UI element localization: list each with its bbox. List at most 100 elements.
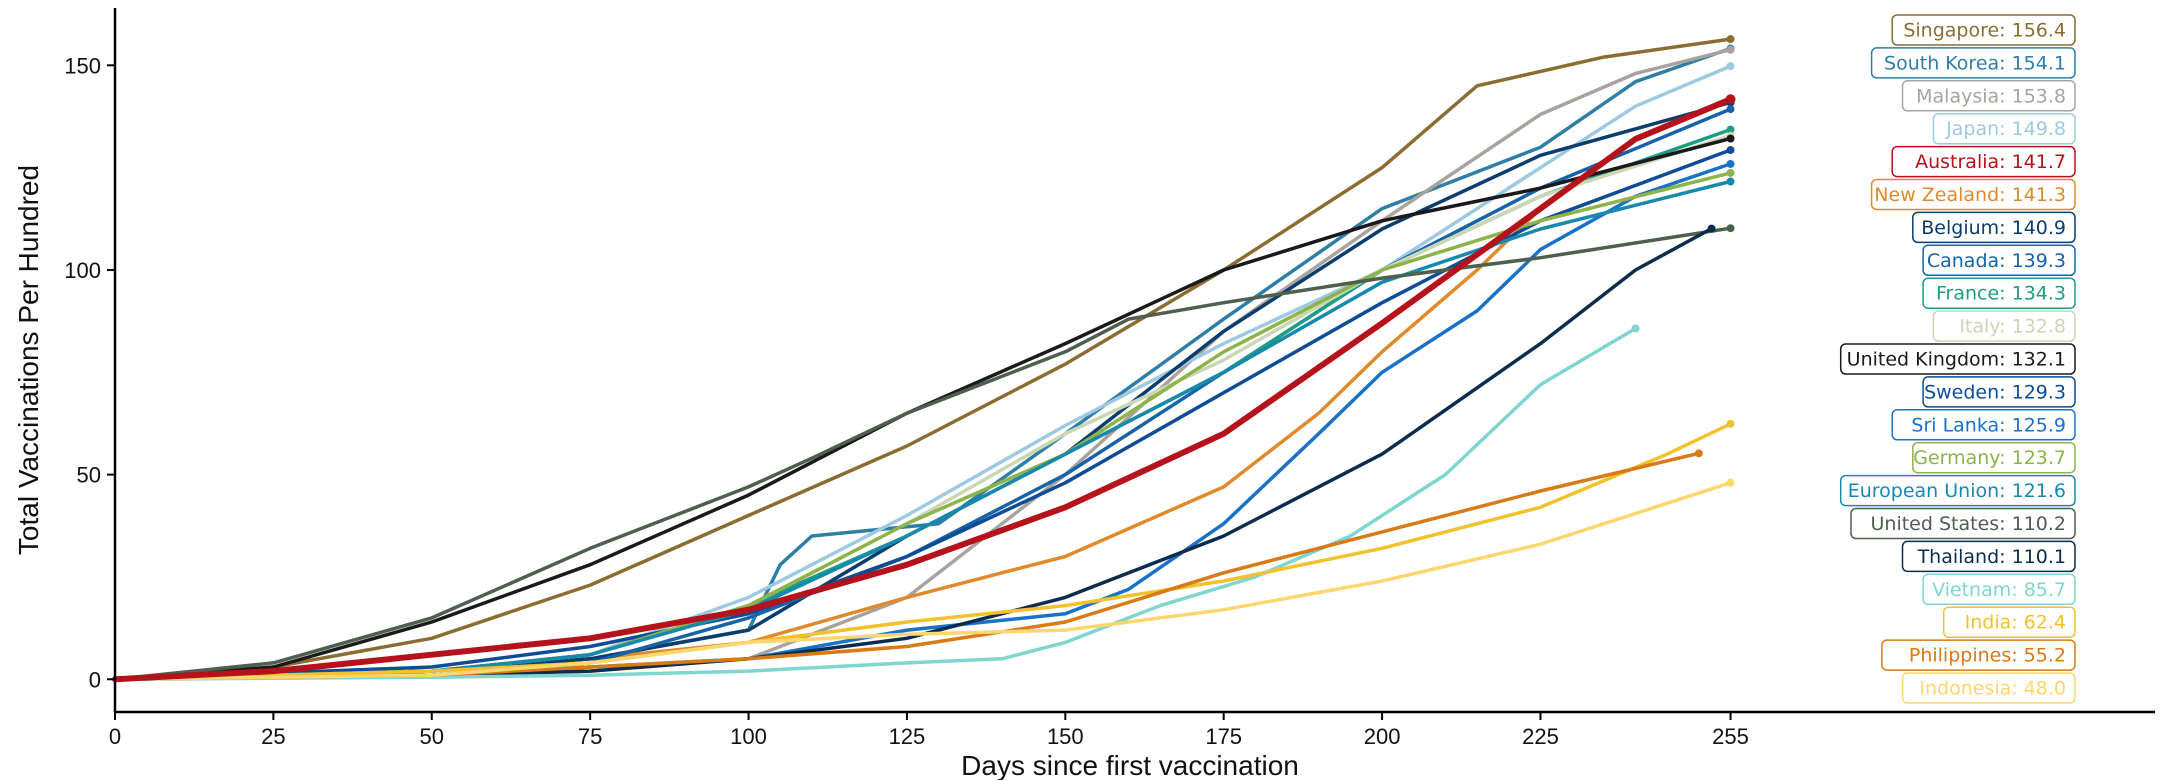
legend-label: Belgium: 140.9 [1921, 217, 2066, 239]
series-end-marker [1707, 224, 1716, 233]
legend-item-south-korea: South Korea: 154.1 [1870, 47, 2076, 79]
legend-label: Vietnam: 85.7 [1932, 579, 2066, 601]
legend-box [1891, 14, 2076, 46]
series-end-marker [1631, 324, 1640, 333]
legend-label: Italy: 132.8 [1959, 316, 2066, 338]
legend-item-belgium: Belgium: 140.9 [1912, 211, 2076, 244]
legend-item-indonesia: Indonesia: 48.0 [1901, 672, 2076, 704]
series-end-marker [1726, 35, 1735, 44]
legend-label: Germany: 123.7 [1913, 447, 2066, 469]
series-end-marker [1726, 105, 1735, 114]
series-line-sweden [113, 148, 1733, 682]
legend: Singapore: 156.4 South Korea: 154.1 Malays… [1839, 14, 2076, 704]
legend-item-philippines: Philippines: 55.2 [1881, 639, 2076, 671]
legend-box [1839, 474, 2076, 507]
legend-label: Philippines: 55.2 [1909, 645, 2066, 667]
x-tick-label: 0 [109, 724, 121, 749]
legend-box [1922, 277, 2076, 309]
series-end-marker [1726, 478, 1735, 487]
x-tick-label: 255 [1712, 724, 1749, 749]
series-line-indonesia [113, 481, 1733, 682]
legend-item-canada: Canada: 139.3 [1922, 244, 2076, 277]
legend-item-singapore: Singapore: 156.4 [1891, 14, 2076, 46]
legend-box [1912, 441, 2076, 474]
series-line-australia [112, 96, 1734, 683]
legend-box [1912, 211, 2076, 244]
series-line-european-union [113, 179, 1733, 682]
legend-box [1870, 47, 2076, 79]
legend-item-germany: Germany: 123.7 [1912, 441, 2076, 474]
legend-item-australia: Australia: 141.7 [1891, 145, 2076, 178]
x-tick-label: 125 [889, 724, 926, 749]
legend-box [1922, 244, 2076, 277]
y-tick-label: 150 [64, 53, 101, 78]
legend-label: United States: 110.2 [1871, 513, 2067, 535]
legend-box [1922, 573, 2076, 606]
series-end-marker [1725, 94, 1736, 105]
legend-item-sweden: Sweden: 129.3 [1922, 376, 2076, 408]
x-tick-label: 175 [1205, 724, 1242, 749]
legend-label: Australia: 141.7 [1915, 151, 2066, 173]
x-axis: 0 25 50 75 100 125 150 175 200 225 255 [109, 710, 2155, 749]
legend-label: European Union: 121.6 [1848, 480, 2066, 502]
legend-label: India: 62.4 [1965, 612, 2066, 634]
legend-item-thailand: Thailand: 110.1 [1901, 540, 2076, 573]
series-line-india [113, 422, 1733, 682]
legend-label: South Korea: 154.1 [1884, 52, 2066, 74]
legend-box [1850, 507, 2076, 540]
series-line-new-zealand [113, 99, 1733, 682]
y-axis: 0 50 100 150 [64, 8, 117, 712]
x-axis-title: Days since first vaccination [961, 750, 1299, 780]
legend-box [1901, 672, 2076, 704]
legend-label: Thailand: 110.1 [1917, 546, 2066, 568]
x-tick-label: 150 [1047, 724, 1084, 749]
series-line-singapore [113, 37, 1733, 682]
series-end-markers [1631, 35, 1736, 487]
series-end-marker [1726, 419, 1735, 428]
y-tick-label: 0 [89, 667, 101, 692]
series-end-marker [1726, 134, 1735, 143]
legend-item-india: India: 62.4 [1942, 606, 2076, 638]
legend-box [1891, 409, 2076, 441]
legend-box [1932, 310, 2076, 342]
legend-label: Indonesia: 48.0 [1919, 678, 2066, 700]
legend-box [1932, 112, 2076, 145]
series-end-marker [1726, 224, 1735, 233]
series-end-marker [1726, 62, 1735, 71]
series-line-united-states [113, 226, 1733, 682]
x-tick-label: 100 [730, 724, 767, 749]
legend-label: New Zealand: 141.3 [1874, 184, 2066, 206]
legend-label: Sri Lanka: 125.9 [1911, 414, 2066, 436]
y-tick-label: 50 [77, 463, 101, 488]
legend-label: Singapore: 156.4 [1903, 20, 2066, 42]
legend-label: United Kingdom: 132.1 [1847, 349, 2066, 371]
x-tick-label: 200 [1364, 724, 1401, 749]
series-end-marker [1726, 125, 1735, 134]
series-end-marker [1694, 449, 1703, 458]
series-line-thailand [113, 226, 1714, 682]
legend-item-united-states: United States: 110.2 [1850, 507, 2076, 540]
x-tick-label: 25 [261, 724, 285, 749]
legend-item-malaysia: Malaysia: 153.8 [1901, 80, 2076, 112]
legend-item-italy: Italy: 132.8 [1932, 310, 2076, 342]
legend-label: France: 134.3 [1936, 283, 2066, 305]
y-axis-title: Total Vaccinations Per Hundred [13, 165, 44, 555]
legend-item-japan: Japan: 149.8 [1932, 112, 2076, 145]
legend-box [1942, 606, 2076, 638]
series-line-malaysia [113, 47, 1733, 682]
legend-box [1870, 178, 2076, 211]
legend-item-european-union: European Union: 121.6 [1839, 474, 2076, 507]
legend-box [1922, 376, 2076, 408]
series-end-marker [1726, 177, 1735, 186]
legend-box [1901, 540, 2076, 573]
x-tick-label: 75 [578, 724, 602, 749]
legend-label: Sweden: 129.3 [1924, 381, 2066, 403]
legend-item-france: France: 134.3 [1922, 277, 2076, 309]
legend-box [1881, 639, 2076, 671]
legend-item-new-zealand: New Zealand: 141.3 [1870, 178, 2076, 211]
series-end-marker [1726, 146, 1735, 155]
series-line-vietnam [113, 326, 1638, 682]
legend-item-vietnam: Vietnam: 85.7 [1922, 573, 2076, 606]
legend-item-sri-lanka: Sri Lanka: 125.9 [1891, 409, 2076, 441]
